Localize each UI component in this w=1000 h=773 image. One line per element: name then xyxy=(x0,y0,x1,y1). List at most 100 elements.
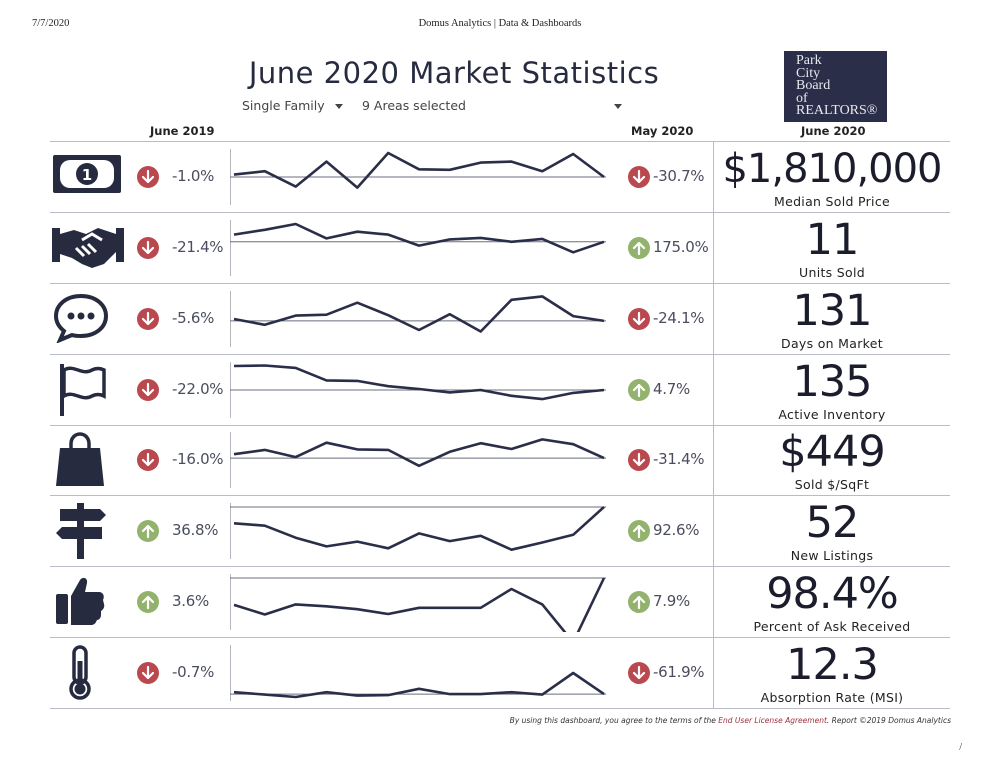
footer-text: . Report ©2019 Domus Analytics xyxy=(826,716,951,725)
arrow-up-icon xyxy=(628,237,650,259)
money-bill-icon: 1 xyxy=(50,142,124,213)
metric-label: Days on Market xyxy=(781,336,883,351)
arrow-up-icon xyxy=(137,591,159,613)
trend-sparkline xyxy=(230,149,606,205)
change-vs-last-year: -1.0% xyxy=(172,167,215,185)
current-value: 131 xyxy=(792,286,872,336)
trend-sparkline xyxy=(230,432,606,488)
arrow-down-icon xyxy=(628,166,650,188)
footer-text: By using this dashboard, you agree to th… xyxy=(509,716,719,725)
arrow-up-icon xyxy=(628,591,650,613)
stat-row: -22.0% 4.7% 135 Active Inventory xyxy=(50,355,950,426)
trend-line xyxy=(233,506,605,552)
change-vs-last-month: -31.4% xyxy=(653,450,705,468)
metric-label: Absorption Rate (MSI) xyxy=(760,690,904,705)
change-vs-last-month: 7.9% xyxy=(653,592,690,610)
arrow-down-icon xyxy=(628,662,650,684)
row-divider xyxy=(50,283,950,284)
trend-line xyxy=(233,222,605,254)
eula-link[interactable]: End User License Agreement xyxy=(718,716,827,725)
change-vs-last-month: -24.1% xyxy=(653,309,705,327)
metric-label: Median Sold Price xyxy=(774,194,890,209)
trend-sparkline xyxy=(230,291,606,347)
stat-row: 3.6% 7.9% 98.4% Percent of Ask Received xyxy=(50,567,950,638)
change-vs-last-year: -16.0% xyxy=(172,450,224,468)
trend-sparkline xyxy=(230,645,606,701)
property-type-dropdown[interactable]: Single Family xyxy=(242,98,343,113)
chevron-down-icon xyxy=(334,104,343,109)
arrow-up-icon xyxy=(628,379,650,401)
arrow-up-icon xyxy=(137,520,159,542)
trend-sparkline xyxy=(230,503,606,559)
stat-row: -16.0% -31.4% $449 Sold $/SqFt xyxy=(50,425,950,496)
row-divider xyxy=(50,708,950,709)
row-divider xyxy=(50,425,950,426)
stat-row: -5.6% -24.1% 131 Days on Market xyxy=(50,284,950,355)
stat-row: -0.7% -61.9% 12.3 Absorption Rate (MSI) xyxy=(50,638,950,709)
page-number: / xyxy=(959,742,962,753)
handshake-icon xyxy=(50,213,124,284)
change-vs-last-year: -22.0% xyxy=(172,380,224,398)
change-vs-last-month: 92.6% xyxy=(653,521,700,539)
current-value: 11 xyxy=(805,215,860,265)
metric-label: Units Sold xyxy=(799,265,865,280)
column-header-may-2020: May 2020 xyxy=(631,124,694,138)
change-vs-last-month: 175.0% xyxy=(653,238,709,256)
metric-label: Sold $/SqFt xyxy=(794,477,870,492)
areas-dropdown[interactable]: 9 Areas selected xyxy=(362,98,466,113)
svg-text:1: 1 xyxy=(82,166,92,184)
row-divider xyxy=(50,566,950,567)
property-type-value: Single Family xyxy=(242,98,325,113)
change-vs-last-month: -61.9% xyxy=(653,663,705,681)
speech-bubble-icon xyxy=(50,284,124,355)
trend-sparkline xyxy=(230,220,606,276)
arrow-down-icon xyxy=(137,379,159,401)
trend-sparkline xyxy=(230,362,606,418)
current-value: $449 xyxy=(779,427,885,477)
column-header-june-2020: June 2020 xyxy=(801,124,866,138)
signpost-icon xyxy=(50,496,124,567)
row-divider xyxy=(50,637,950,638)
change-vs-last-year: -5.6% xyxy=(172,309,215,327)
change-vs-last-year: 3.6% xyxy=(172,592,209,610)
print-header-title: Domus Analytics | Data & Dashboards xyxy=(418,18,582,29)
current-value: 135 xyxy=(792,357,872,407)
logo-line: of xyxy=(796,90,808,106)
logo-line: Board xyxy=(796,78,831,93)
arrow-down-icon xyxy=(628,308,650,330)
row-divider xyxy=(50,495,950,496)
metric-label: Percent of Ask Received xyxy=(753,619,911,634)
print-date: 7/7/2020 xyxy=(32,18,70,29)
trend-line xyxy=(233,577,606,632)
arrow-up-icon xyxy=(628,520,650,542)
logo-line: Park xyxy=(796,53,822,68)
change-vs-last-year: -21.4% xyxy=(172,238,224,256)
current-value: $1,810,000 xyxy=(722,146,942,192)
flag-icon xyxy=(50,355,124,426)
column-header-june-2019: June 2019 xyxy=(150,124,215,138)
current-value: 52 xyxy=(805,498,860,548)
thumbs-up-icon xyxy=(50,567,124,638)
trend-line xyxy=(233,151,605,189)
trend-line xyxy=(233,671,605,699)
metric-label: New Listings xyxy=(790,548,874,563)
park-city-board-of-realtors-logo: Park City Board of REALTORS® xyxy=(784,51,887,122)
change-vs-last-year: -0.7% xyxy=(172,663,215,681)
thermometer-icon xyxy=(50,638,124,709)
trend-sparkline xyxy=(230,574,606,632)
stat-row: -21.4% 175.0% 11 Units Sold xyxy=(50,213,950,284)
chevron-down-icon[interactable] xyxy=(614,104,622,109)
arrow-down-icon xyxy=(628,449,650,471)
footer-disclaimer: By using this dashboard, you agree to th… xyxy=(0,716,951,725)
change-vs-last-month: 4.7% xyxy=(653,380,690,398)
arrow-down-icon xyxy=(137,662,159,684)
arrow-down-icon xyxy=(137,237,159,259)
change-vs-last-month: -30.7% xyxy=(653,167,705,185)
row-divider xyxy=(50,354,950,355)
row-divider xyxy=(50,141,950,142)
shopping-bag-icon xyxy=(50,425,124,496)
arrow-down-icon xyxy=(137,308,159,330)
trend-line xyxy=(233,438,605,468)
page-title: June 2020 Market Statistics xyxy=(248,56,660,90)
change-vs-last-year: 36.8% xyxy=(172,521,219,539)
